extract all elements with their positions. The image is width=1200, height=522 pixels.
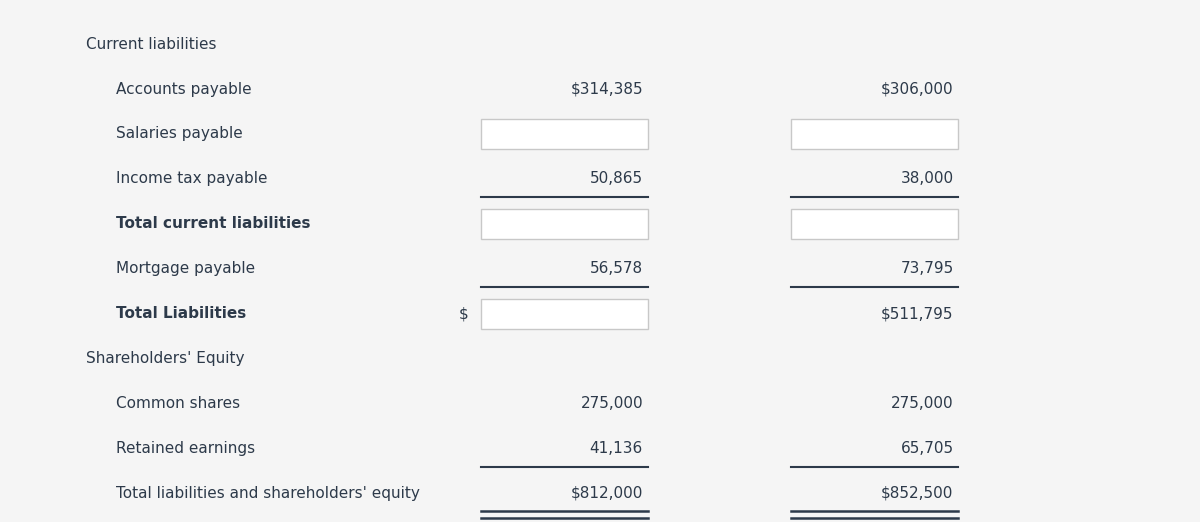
Text: $314,385: $314,385 [570,81,643,97]
Text: Salaries payable: Salaries payable [116,126,242,141]
Text: Income tax payable: Income tax payable [116,171,268,186]
Text: 41,136: 41,136 [589,441,643,456]
FancyBboxPatch shape [791,209,959,239]
Text: Total current liabilities: Total current liabilities [116,216,311,231]
Text: Mortgage payable: Mortgage payable [116,261,256,276]
FancyBboxPatch shape [791,119,959,149]
Text: Common shares: Common shares [116,396,240,411]
Text: $852,500: $852,500 [881,486,954,501]
Text: Current liabilities: Current liabilities [86,37,217,52]
Text: Total Liabilities: Total Liabilities [116,306,246,321]
FancyBboxPatch shape [480,119,648,149]
Text: Total liabilities and shareholders' equity: Total liabilities and shareholders' equi… [116,486,420,501]
FancyBboxPatch shape [480,299,648,329]
Text: $812,000: $812,000 [571,486,643,501]
Text: $: $ [458,306,469,321]
Text: 50,865: 50,865 [590,171,643,186]
Text: 65,705: 65,705 [900,441,954,456]
Text: Accounts payable: Accounts payable [116,81,252,97]
Text: $511,795: $511,795 [881,306,954,321]
Text: 38,000: 38,000 [900,171,954,186]
Text: 275,000: 275,000 [890,396,954,411]
Text: Shareholders' Equity: Shareholders' Equity [86,351,245,366]
Text: $306,000: $306,000 [881,81,954,97]
FancyBboxPatch shape [480,209,648,239]
Text: Retained earnings: Retained earnings [116,441,256,456]
Text: 73,795: 73,795 [900,261,954,276]
Text: 275,000: 275,000 [581,396,643,411]
Text: 56,578: 56,578 [590,261,643,276]
